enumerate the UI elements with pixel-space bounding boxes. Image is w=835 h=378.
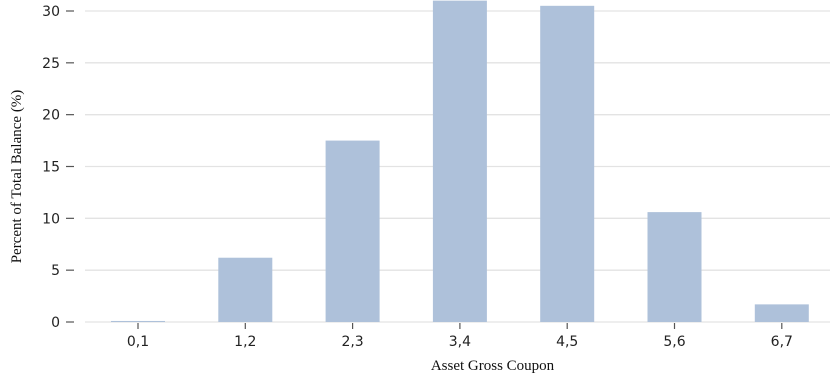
- x-tick-label: 0,1: [127, 334, 149, 350]
- bar-3-4: [432, 0, 487, 323]
- x-axis-title: Asset Gross Coupon: [431, 358, 555, 374]
- y-tick-label: 20: [42, 108, 60, 124]
- bar-1-2: [218, 257, 273, 322]
- y-tick-label: 10: [42, 211, 60, 227]
- bar-4-5: [540, 5, 595, 322]
- y-tick-label: 25: [42, 56, 60, 72]
- x-tick-label: 5,6: [663, 334, 685, 350]
- y-tick-label: 5: [51, 263, 60, 279]
- y-axis-ticks: 0 5 10 15 20 25 30: [42, 4, 74, 331]
- x-tick-label: 3,4: [449, 334, 471, 350]
- x-axis-ticks: 0,1 1,2 2,3 3,4 4,5 5,6 6,7: [127, 323, 793, 350]
- x-tick-label: 1,2: [234, 334, 256, 350]
- x-tick-label: 4,5: [556, 334, 578, 350]
- bar-2-3: [325, 140, 380, 322]
- bar-0-1: [111, 320, 165, 322]
- y-axis-title: Percent of Total Balance (%): [9, 90, 25, 264]
- y-tick-label: 30: [42, 4, 60, 20]
- x-tick-label: 2,3: [341, 334, 363, 350]
- bar-5-6: [647, 212, 702, 322]
- y-tick-label: 0: [51, 315, 60, 331]
- bars: [111, 0, 809, 323]
- x-tick-label: 6,7: [771, 334, 793, 350]
- bar-6-7: [754, 304, 809, 322]
- y-tick-label: 15: [42, 160, 60, 176]
